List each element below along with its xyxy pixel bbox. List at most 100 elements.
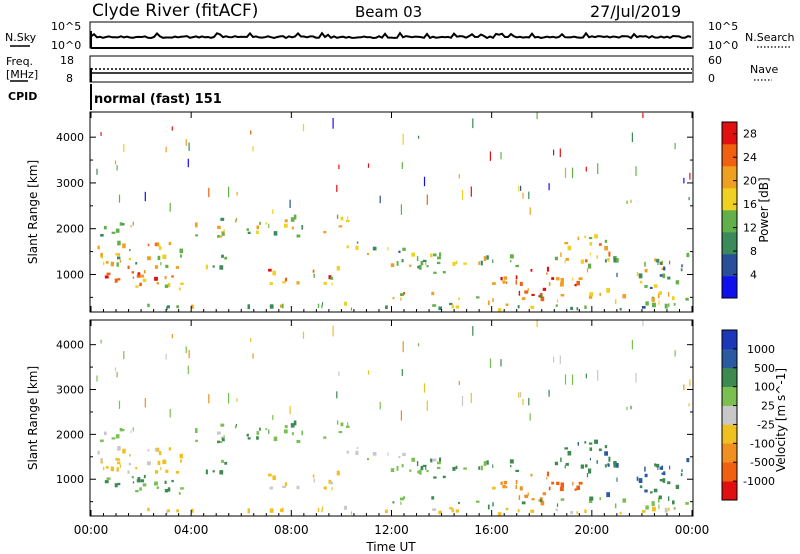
power-cell [137, 272, 141, 277]
velocity-cell [530, 473, 533, 477]
velocity-cell [385, 509, 388, 514]
velocity-cell [608, 456, 611, 462]
velocity-colorbar-tick-label: -25 [757, 418, 775, 431]
velocity-cell [588, 442, 593, 445]
power-cell [224, 256, 228, 260]
velocity-cell [574, 488, 577, 491]
velocity-cell [486, 460, 489, 465]
power-cell [336, 265, 340, 271]
power-cell [268, 223, 270, 229]
velocity-cell [658, 495, 662, 500]
velocity-cell [586, 473, 589, 478]
power-cell [458, 174, 460, 179]
velocity-cell [256, 431, 260, 435]
power-colorbar-tick-label: 8 [750, 245, 757, 258]
velocity-cell [530, 509, 535, 513]
velocity-cell [166, 510, 168, 515]
velocity-cell [139, 487, 142, 491]
power-cell [619, 307, 622, 311]
power-cell [171, 275, 174, 278]
power-cell [247, 231, 251, 234]
power-cell [259, 221, 261, 225]
power-cell [689, 172, 691, 180]
velocity-cell [567, 450, 572, 456]
power-cell [674, 142, 676, 150]
velocity-colorbar-tick-label: 500 [754, 362, 775, 375]
velocity-cell [553, 356, 555, 363]
power-cell [517, 305, 520, 309]
velocity-cell [272, 475, 276, 481]
velocity-cell [626, 406, 628, 411]
power-cell [584, 235, 587, 238]
power-cell [659, 261, 663, 265]
velocity-cell [688, 403, 690, 407]
velocity-cell [328, 479, 332, 484]
power-cell [269, 304, 274, 309]
power-cell [685, 297, 689, 301]
cpid-label: CPID [8, 90, 37, 103]
power-cell [390, 263, 395, 268]
velocity-cell [570, 510, 573, 515]
velocity-cell [136, 479, 141, 483]
power-cell [185, 139, 187, 146]
power-cell [135, 285, 139, 288]
velocity-cell [432, 458, 437, 462]
power-cell [217, 225, 221, 229]
power-cell [208, 187, 210, 198]
power-cell [400, 293, 404, 297]
velocity-colorbar-tick-label: 1000 [747, 343, 775, 356]
power-cell [554, 256, 558, 261]
power-cell [564, 260, 566, 264]
power-cell [279, 304, 283, 308]
power-cell [187, 158, 189, 168]
velocity-cell [644, 473, 648, 478]
power-colorbar-tick-label: 16 [743, 198, 757, 211]
velocity-cell [269, 508, 274, 513]
power-colorbar-segment [722, 188, 737, 211]
velocity-cell [195, 428, 198, 433]
velocity-cell [372, 452, 377, 456]
velocity-cell [472, 326, 474, 336]
power-cell [530, 269, 533, 272]
velocity-cell [103, 431, 107, 436]
velocity-cell [669, 465, 671, 470]
velocity-cell [564, 447, 569, 450]
velocity-cell [518, 495, 521, 500]
power-cell [658, 300, 660, 306]
velocity-cell [653, 488, 658, 493]
power-cell [636, 271, 639, 277]
power-cell [594, 234, 598, 239]
power-cell [330, 277, 334, 280]
power-cell [598, 243, 602, 246]
velocity-cell [659, 466, 663, 470]
velocity-cell [247, 508, 250, 514]
velocity-cell [116, 467, 119, 472]
power-colorbar: 4 8 12 16 20 24 28 [721, 121, 757, 299]
velocity-cell [636, 476, 639, 481]
velocity-cell [614, 503, 617, 509]
power-cell [664, 303, 668, 309]
power-cell [461, 189, 464, 201]
velocity-cell [250, 338, 252, 343]
velocity-cell [265, 428, 268, 431]
power-cell [402, 133, 404, 145]
velocity-cell [478, 466, 481, 470]
power-cell [350, 307, 352, 311]
power-cell [630, 199, 632, 203]
power-cell [165, 264, 169, 268]
power-cell [273, 231, 278, 236]
power-cell [291, 226, 294, 230]
power-cell [212, 265, 215, 268]
velocity-cell [116, 371, 118, 378]
velocity-cell [639, 485, 643, 489]
power-cell [169, 202, 171, 212]
y-tick-label: 2000 [56, 223, 84, 236]
power-cell [289, 199, 291, 208]
velocity-cell [252, 353, 254, 359]
velocity-cell [578, 481, 583, 485]
power-cell [502, 280, 506, 284]
velocity-cell [409, 469, 412, 472]
velocity-cell [336, 391, 338, 399]
power-cell [116, 262, 119, 267]
velocity-cell [322, 506, 324, 510]
